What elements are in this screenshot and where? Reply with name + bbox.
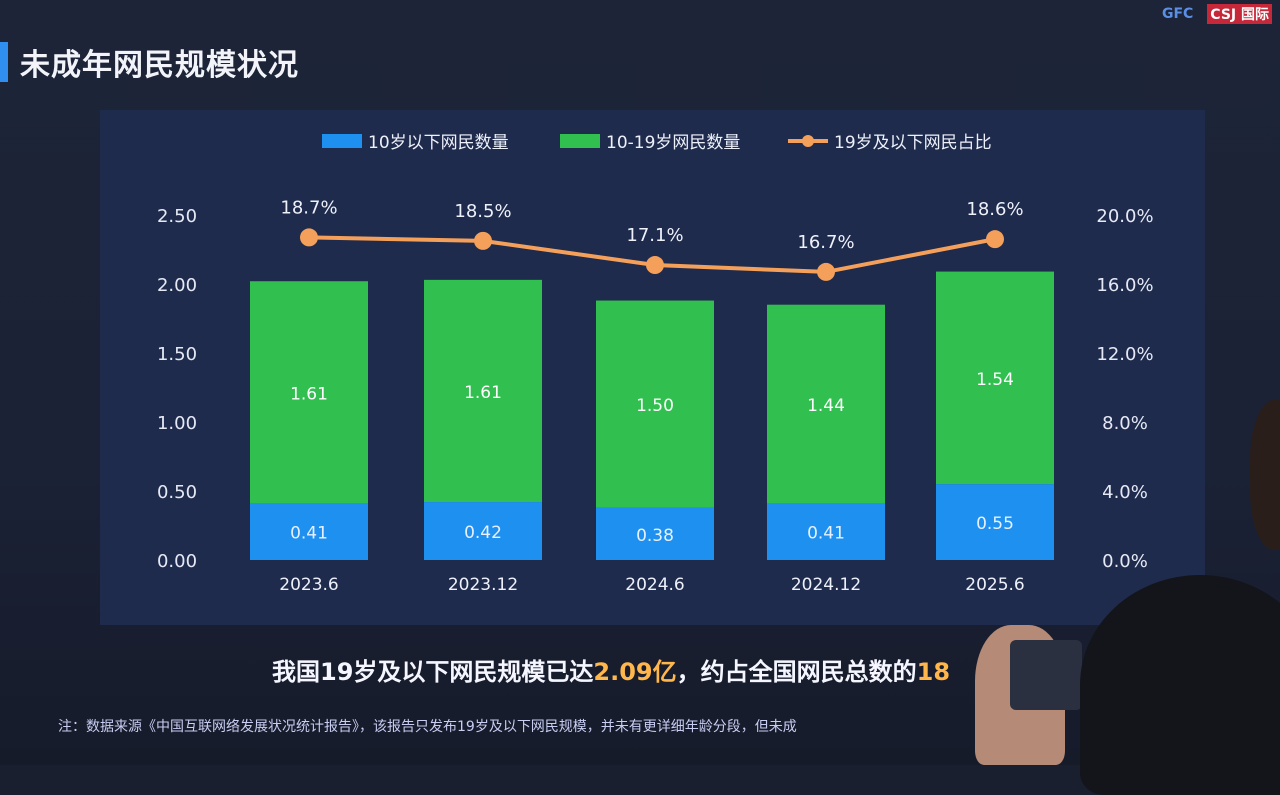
csj-logo: CSJ 国际 [1207, 4, 1272, 24]
line-point [986, 230, 1004, 249]
title-accent-bar [0, 42, 8, 82]
bar-10-19 [250, 281, 368, 504]
legend-swatch [322, 134, 362, 148]
right-axis-tick: 8.0% [1102, 413, 1148, 434]
left-axis-tick: 2.00 [157, 275, 197, 296]
x-axis-tick: 2024.6 [625, 575, 684, 595]
legend-label: 19岁及以下网民占比 [834, 133, 992, 153]
source-note: 注：数据来源《中国互联网络发展状况统计报告》，该报告只发布19岁及以下网民规模，… [58, 719, 797, 735]
summary-highlight: 2.09亿 [593, 658, 677, 686]
summary-prefix: 我国19岁及以下网民规模已达 [272, 658, 594, 686]
audience-head [1080, 575, 1280, 795]
bar-label-10-19: 1.50 [636, 396, 674, 416]
legend-label: 10-19岁网民数量 [606, 133, 740, 153]
bar-label-10-19: 1.61 [290, 384, 328, 404]
bar-label-under-10: 0.55 [976, 514, 1014, 534]
left-axis-tick: 2.50 [157, 206, 197, 227]
line-label: 16.7% [797, 232, 854, 253]
x-axis-tick: 2023.12 [448, 575, 518, 595]
bar-under-10 [250, 503, 368, 560]
left-axis-tick: 0.00 [157, 551, 197, 572]
left-axis-tick: 0.50 [157, 482, 197, 503]
bar-label-10-19: 1.61 [464, 383, 502, 403]
page-title: 未成年网民规模状况 [20, 48, 299, 83]
legend-marker [802, 135, 814, 147]
bar-label-under-10: 0.38 [636, 526, 674, 546]
bar-under-10 [936, 484, 1054, 560]
x-axis-tick: 2024.12 [791, 575, 861, 595]
chart: 0.00 0.50 1.00 1.50 2.00 2.50 0.0% 4.0% 8.0% 12.0… [157, 133, 1154, 595]
left-axis-tick: 1.50 [157, 344, 197, 365]
line-point [474, 231, 492, 250]
right-axis-tick: 4.0% [1102, 482, 1148, 503]
line-point [300, 228, 318, 247]
legend-swatch [560, 134, 600, 148]
summary-tail: 18 [916, 658, 951, 686]
audience-phone [1010, 640, 1082, 710]
left-axis-tick: 1.00 [157, 413, 197, 434]
logos: GFC CSJ 国际 [1162, 4, 1272, 24]
line-label: 17.1% [626, 225, 683, 246]
line-point [817, 262, 835, 281]
bar-label-under-10: 0.41 [807, 524, 845, 544]
bar-10-19 [424, 279, 542, 503]
x-axis-tick: 2023.6 [279, 575, 338, 595]
line-label: 18.6% [966, 199, 1023, 220]
right-axis-tick: 12.0% [1096, 344, 1153, 365]
bar-10-19 [936, 271, 1054, 485]
summary-text: 我国19岁及以下网民规模已达2.09亿，约占全国网民总数的18 [272, 652, 950, 687]
bar-under-10 [596, 507, 714, 560]
bar-under-10 [767, 503, 885, 560]
line-label: 18.5% [454, 201, 511, 222]
bar-label-under-10: 0.42 [464, 523, 502, 543]
legend-label: 10岁以下网民数量 [368, 133, 509, 153]
bar-label-10-19: 1.44 [807, 396, 845, 416]
bar-10-19 [596, 300, 714, 508]
bar-label-10-19: 1.54 [976, 370, 1014, 390]
bar-label-under-10: 0.41 [290, 524, 328, 544]
line-label: 18.7% [280, 197, 337, 218]
right-axis-tick: 20.0% [1096, 206, 1153, 227]
right-axis-tick: 16.0% [1096, 275, 1153, 296]
line-point [646, 256, 664, 275]
audience-head-right [1250, 400, 1280, 550]
bar-10-19 [767, 304, 885, 504]
gfc-logo: GFC [1161, 6, 1194, 22]
bar-under-10 [424, 502, 542, 560]
summary-suffix: ，约占全国网民总数的 [676, 658, 917, 686]
right-axis-tick: 0.0% [1102, 551, 1148, 572]
x-axis-tick: 2025.6 [965, 575, 1024, 595]
